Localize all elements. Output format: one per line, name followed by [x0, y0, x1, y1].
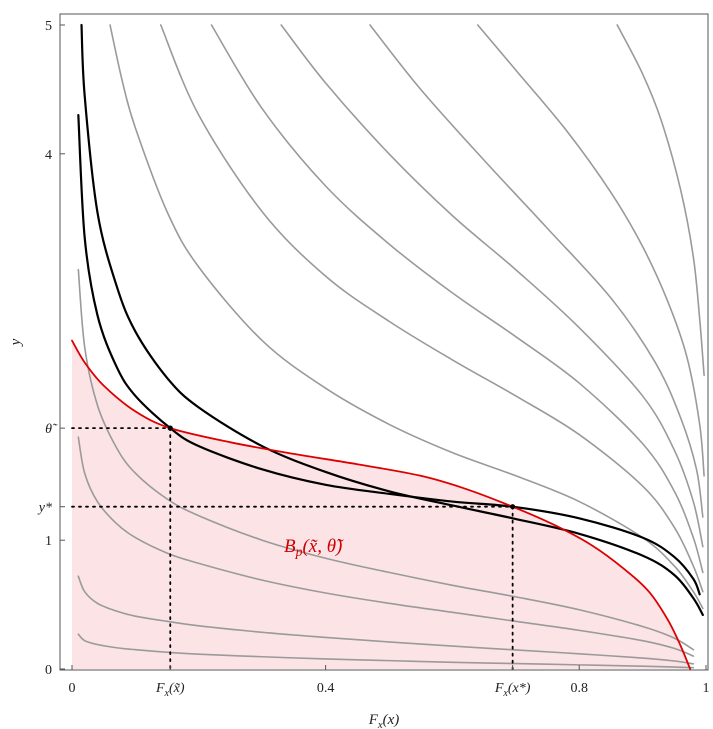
x-tick-label-4: 0.8	[570, 681, 588, 696]
x-tick-label-3: Fx(x*)	[494, 681, 531, 699]
gray-curve-8	[210, 24, 704, 574]
gray-curve-11	[476, 24, 705, 477]
x-axis-label: Fx(x)	[368, 712, 400, 729]
gray-curve-0	[77, 633, 695, 669]
y-tick-label-1: 1	[45, 534, 52, 549]
y-axis-label: y	[8, 338, 24, 347]
gray-curve-9	[280, 24, 704, 548]
series-layer	[71, 23, 705, 670]
y-tick-label-5: 5	[45, 19, 52, 34]
plot-frame	[59, 13, 709, 671]
x-tick-label-0: 0	[69, 681, 76, 696]
red-curve-13	[71, 339, 692, 670]
black-curve-5	[80, 23, 704, 616]
reference-lines-layer	[71, 425, 516, 670]
feasible-region	[72, 340, 691, 669]
gray-curve-6	[109, 24, 704, 610]
feasible-region-layer	[72, 340, 691, 669]
intersection-point-0	[167, 425, 173, 431]
gray-curve-2	[77, 436, 695, 657]
tick-layer	[60, 24, 707, 670]
region-label: Bp(x̃, θ̃)	[284, 536, 344, 559]
gray-curve-7	[159, 24, 704, 593]
gray-curve-3	[77, 268, 695, 651]
intersection-point-1	[510, 504, 516, 510]
gray-curve-10	[369, 24, 704, 518]
y-tick-label-2: y*	[37, 501, 52, 516]
x-tick-label-2: 0.4	[317, 681, 335, 696]
label-layer: 0 Fx(x̃) 0.4 Fx(x*) 0.8 101y*θ̃45Fx(x)yBp(x̃,…	[8, 19, 710, 729]
y-tick-label-0: 0	[45, 663, 52, 678]
gray-curve-1	[77, 575, 695, 665]
x-tick-label-1: Fx(x̃)	[155, 681, 185, 699]
y-tick-label-4: 4	[45, 148, 52, 163]
gray-curve-12	[616, 24, 705, 377]
x-tick-label-5: 1	[703, 681, 710, 696]
black-curve-4	[77, 114, 701, 596]
